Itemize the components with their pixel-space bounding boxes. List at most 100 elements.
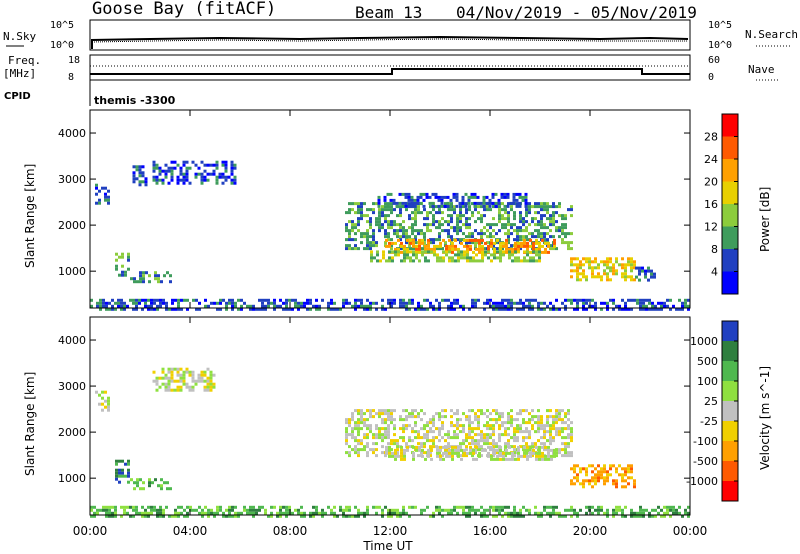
power-echo-cell — [390, 202, 393, 206]
velocity-echo-cell — [543, 424, 546, 428]
power-echo-cell — [185, 169, 189, 173]
power-echo-cell — [107, 189, 110, 193]
power-echo-cell — [630, 257, 633, 261]
velocity-echo-cell — [606, 479, 609, 483]
power-echo-cell — [462, 205, 465, 209]
power-echo-cell — [642, 307, 645, 311]
power-echo-cell — [351, 202, 354, 206]
velocity-echo-cell — [165, 505, 168, 509]
power-echo-cell — [639, 304, 642, 308]
velocity-echo-cell — [421, 454, 424, 458]
velocity-echo-cell — [201, 511, 204, 515]
power-echo-cell — [521, 198, 525, 202]
power-echo-cell — [494, 204, 498, 208]
velocity-echo-cell — [534, 505, 537, 509]
power-echo-cell — [387, 214, 390, 218]
power-echo-cell — [517, 244, 520, 248]
power-echo-cell — [459, 304, 462, 308]
power-echo-cell — [152, 166, 156, 170]
power-echo-cell — [540, 307, 543, 311]
velocity-echo-cell — [564, 448, 567, 452]
velocity-echo-cell — [333, 511, 336, 515]
power-echo-cell — [405, 307, 408, 311]
power-echo-cell — [405, 301, 408, 305]
power-echo-cell — [139, 280, 142, 284]
velocity-echo-cell — [394, 451, 397, 455]
power-echo-cell — [165, 304, 168, 308]
power-echo-cell — [366, 244, 369, 248]
power-echo-cell — [393, 229, 396, 233]
velocity-echo-cell — [528, 436, 531, 440]
power-echo-cell — [406, 253, 409, 257]
power-echo-cell — [138, 174, 142, 178]
power-echo-cell — [489, 235, 492, 239]
velocity-echo-cell — [474, 418, 477, 422]
velocity-echo-cell — [372, 415, 375, 419]
velocity-echo-cell — [267, 514, 270, 518]
power-echo-cell — [511, 250, 514, 254]
velocity-echo-cell — [210, 511, 213, 515]
power-echo-cell — [585, 307, 588, 311]
power-echo-cell — [432, 304, 435, 308]
velocity-echo-cell — [567, 433, 570, 437]
velocity-echo-cell — [369, 412, 372, 416]
power-echo-cell — [221, 181, 225, 185]
power-echo-cell — [504, 298, 507, 302]
power-echo-cell — [165, 307, 168, 311]
velocity-echo-cell — [429, 427, 432, 431]
power-echo-cell — [224, 166, 228, 170]
velocity-echo-cell — [576, 511, 579, 515]
velocity-echo-cell — [115, 474, 118, 478]
power-echo-cell — [360, 211, 363, 215]
velocity-echo-cell — [487, 454, 490, 458]
velocity-echo-cell — [432, 514, 435, 518]
velocity-echo-cell — [126, 511, 129, 515]
power-echo-cell — [570, 247, 573, 251]
power-echo-cell — [158, 169, 162, 173]
velocity-echo-cell — [484, 448, 487, 452]
power-echo-cell — [471, 304, 474, 308]
velocity-echo-cell — [90, 505, 93, 509]
power-echo-cell — [535, 238, 538, 242]
power-echo-cell — [588, 260, 591, 264]
power-echo-cell — [501, 247, 504, 251]
velocity-echo-cell — [423, 427, 426, 431]
power-echo-cell — [117, 304, 120, 308]
velocity-echo-cell — [468, 505, 471, 509]
power-echo-cell — [107, 195, 110, 199]
velocity-echo-cell — [366, 508, 369, 512]
velocity-echo-cell — [552, 421, 555, 425]
velocity-echo-cell — [321, 514, 324, 518]
velocity-echo-cell — [393, 508, 396, 512]
power-echo-cell — [366, 241, 369, 245]
power-echo-cell — [443, 204, 447, 208]
power-echo-cell — [297, 301, 300, 305]
velocity-echo-cell — [198, 511, 201, 515]
power-echo-cell — [121, 270, 124, 274]
power-echo-cell — [582, 298, 585, 302]
power-echo-cell — [510, 223, 513, 227]
power-echo-cell — [630, 275, 633, 279]
velocity-echo-cell — [339, 505, 342, 509]
power-echo-cell — [531, 304, 534, 308]
power-echo-cell — [111, 298, 114, 302]
velocity-echo-cell — [162, 511, 165, 515]
velocity-echo-cell — [564, 514, 567, 518]
power-echo-cell — [363, 232, 366, 236]
velocity-echo-cell — [191, 379, 195, 383]
velocity-echo-cell — [508, 445, 511, 449]
velocity-echo-cell — [570, 439, 573, 443]
power-echo-cell — [540, 301, 543, 305]
velocity-echo-cell — [450, 508, 453, 512]
power-echo-cell — [99, 307, 102, 311]
velocity-echo-cell — [381, 511, 384, 515]
velocity-echo-cell — [609, 473, 612, 477]
power-echo-cell — [481, 256, 484, 260]
velocity-echo-cell — [456, 412, 459, 416]
velocity-echo-cell — [576, 479, 579, 483]
power-echo-cell — [429, 229, 432, 233]
power-echo-cell — [495, 304, 498, 308]
power-echo-cell — [394, 241, 397, 245]
power-echo-cell — [456, 226, 459, 230]
velocity-echo-cell — [462, 454, 465, 458]
